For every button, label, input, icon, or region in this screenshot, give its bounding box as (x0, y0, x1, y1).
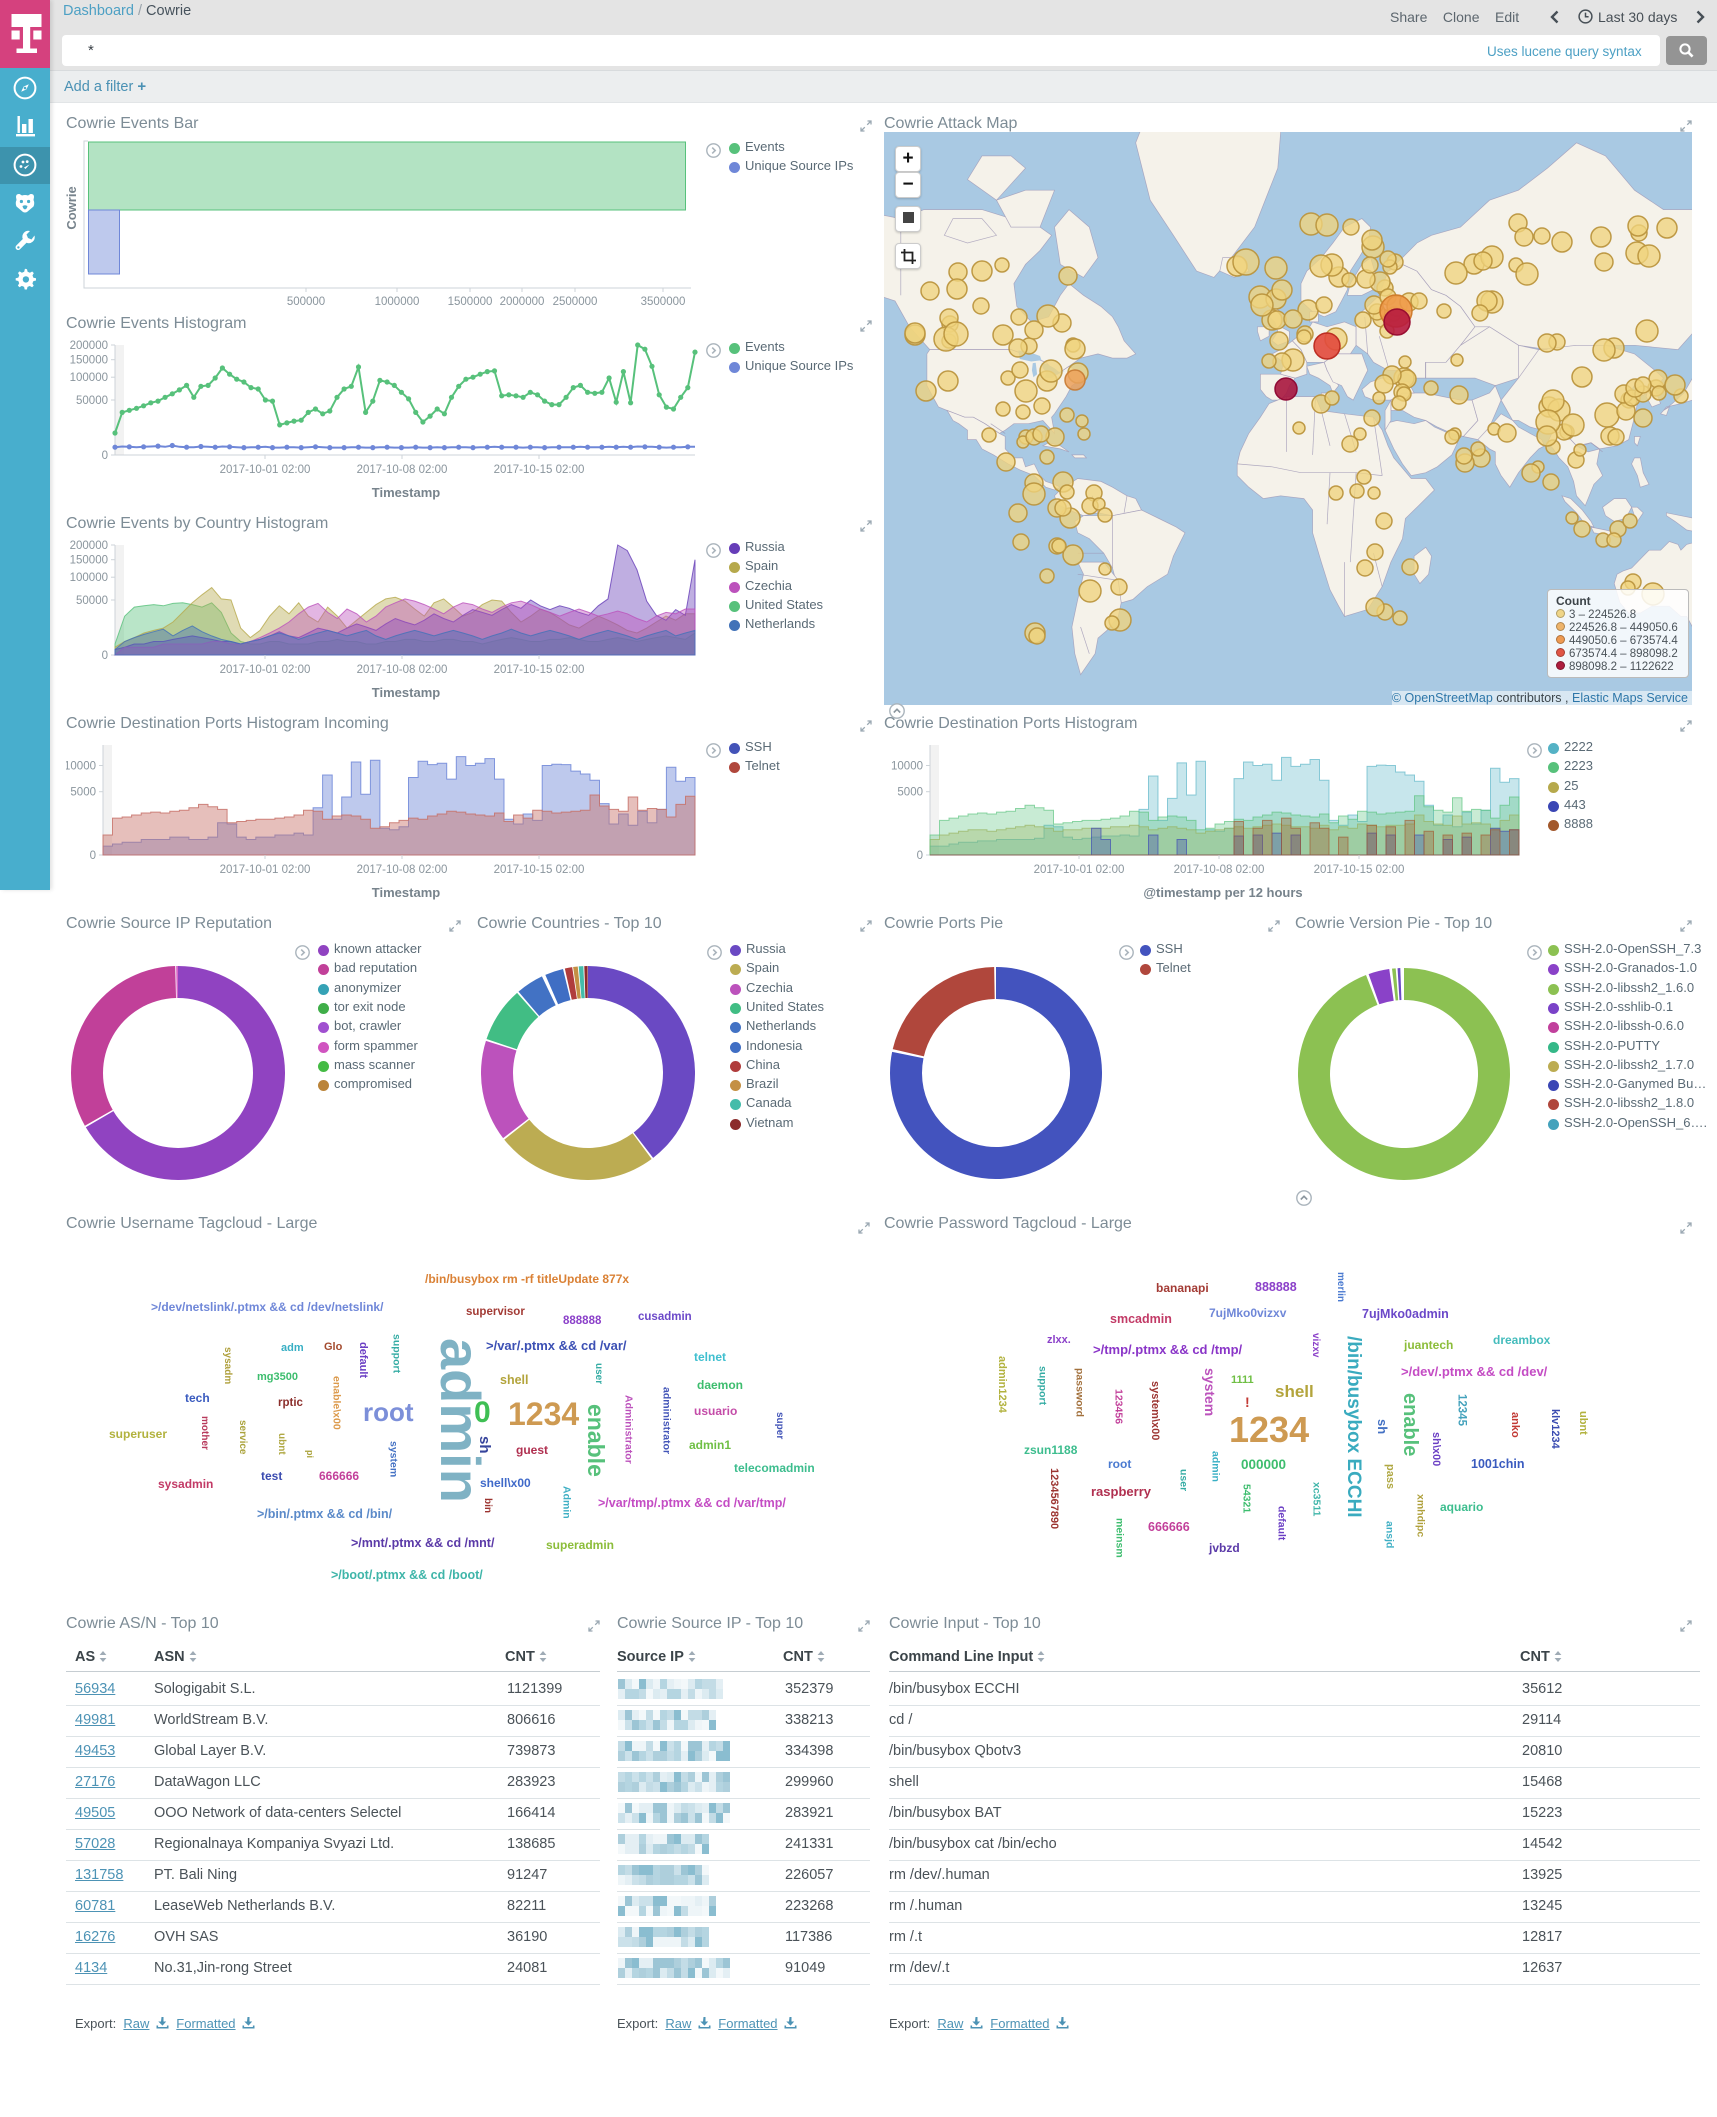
svg-text:2017-10-01 02:00: 2017-10-01 02:00 (220, 664, 311, 676)
svg-text:@timestamp per 12 hours: @timestamp per 12 hours (1143, 885, 1302, 900)
svg-text:2017-10-15 02:00: 2017-10-15 02:00 (494, 464, 585, 476)
svg-text:2500000: 2500000 (553, 296, 598, 308)
svg-text:2017-10-08 02:00: 2017-10-08 02:00 (357, 664, 448, 676)
svg-text:50000: 50000 (76, 395, 108, 407)
svg-text:2017-10-08 02:00: 2017-10-08 02:00 (357, 864, 448, 876)
svg-text:150000: 150000 (70, 355, 108, 367)
svg-text:Timestamp: Timestamp (372, 885, 440, 900)
svg-text:5000: 5000 (70, 787, 96, 799)
svg-text:Timestamp: Timestamp (372, 485, 440, 500)
svg-text:Cowrie: Cowrie (66, 186, 79, 229)
svg-text:2017-10-08 02:00: 2017-10-08 02:00 (1174, 864, 1265, 876)
svg-text:2000000: 2000000 (500, 296, 545, 308)
svg-text:5000: 5000 (897, 787, 923, 799)
svg-text:2017-10-01 02:00: 2017-10-01 02:00 (1034, 864, 1125, 876)
svg-text:200000: 200000 (70, 540, 108, 552)
svg-text:500000: 500000 (287, 296, 325, 308)
svg-text:10000: 10000 (66, 761, 96, 773)
svg-text:50000: 50000 (76, 595, 108, 607)
svg-text:0: 0 (917, 850, 923, 862)
svg-text:10000: 10000 (891, 761, 923, 773)
svg-text:100000: 100000 (70, 372, 108, 384)
svg-text:150000: 150000 (70, 555, 108, 567)
svg-text:1000000: 1000000 (375, 296, 420, 308)
svg-text:2017-10-15 02:00: 2017-10-15 02:00 (494, 864, 585, 876)
svg-text:0: 0 (102, 450, 108, 462)
svg-text:Timestamp: Timestamp (372, 685, 440, 700)
svg-text:2017-10-15 02:00: 2017-10-15 02:00 (1314, 864, 1405, 876)
svg-text:2017-10-01 02:00: 2017-10-01 02:00 (220, 464, 311, 476)
svg-text:2017-10-08 02:00: 2017-10-08 02:00 (357, 464, 448, 476)
svg-text:0: 0 (90, 850, 96, 862)
svg-text:0: 0 (102, 650, 108, 662)
svg-text:1500000: 1500000 (448, 296, 493, 308)
svg-text:200000: 200000 (70, 340, 108, 352)
svg-text:100000: 100000 (70, 572, 108, 584)
svg-text:3500000: 3500000 (641, 296, 686, 308)
svg-text:2017-10-01 02:00: 2017-10-01 02:00 (220, 864, 311, 876)
svg-text:2017-10-15 02:00: 2017-10-15 02:00 (494, 664, 585, 676)
